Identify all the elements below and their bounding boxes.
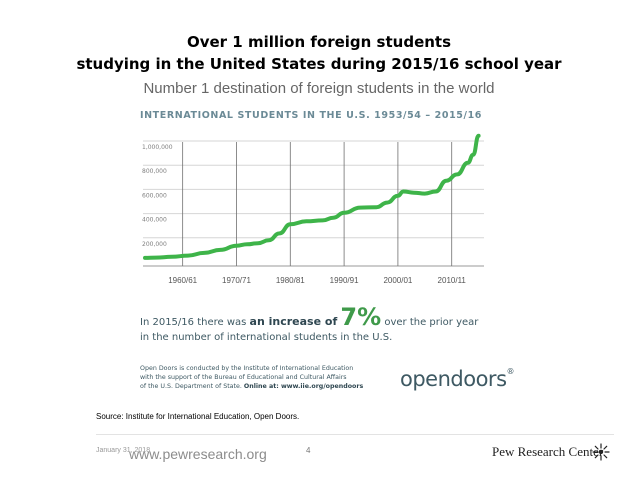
- headline-emphasis: an increase of: [249, 315, 338, 328]
- footer-website-link[interactable]: www.pewresearch.org: [129, 446, 267, 462]
- registered-mark: ®: [506, 367, 515, 376]
- note-line1: Open Doors is conducted by the Institute…: [140, 365, 354, 372]
- pew-brand-name: Pew Research Center: [492, 444, 604, 459]
- footer-date: January 31, 2018: [96, 447, 151, 454]
- note-line2: with the support of the Bureau of Educat…: [140, 374, 347, 381]
- headline-big-value: 7%: [340, 303, 382, 331]
- y-tick-labels: 200,000 400,000 600,000 800,000 1,000,000: [142, 144, 173, 248]
- opendoors-logo-text: opendoors: [400, 367, 507, 391]
- x-tick-label: 1990/91: [330, 276, 359, 285]
- x-tick-label: 1980/81: [276, 276, 305, 285]
- pew-sunburst-icon: [592, 443, 610, 461]
- infographic-note: Open Doors is conducted by the Institute…: [140, 364, 370, 391]
- infographic-headline: In 2015/16 there was an increase of 7% o…: [140, 305, 510, 345]
- slide-title-line2: studying in the United States during 201…: [76, 55, 562, 73]
- footer-divider: [96, 434, 614, 435]
- slide-subtitle: Number 1 destination of foreign students…: [143, 80, 495, 97]
- y-tick-label: 200,000: [142, 241, 167, 248]
- headline-part2: over the prior year: [384, 317, 479, 328]
- chart-title: INTERNATIONAL STUDENTS IN THE U.S. 1953/…: [140, 110, 483, 121]
- y-tick-label: 1,000,000: [142, 144, 173, 151]
- series-layer: [143, 133, 481, 260]
- source-note: Source: Institute for International Educ…: [96, 412, 300, 421]
- x-tick-label: 2010/11: [438, 276, 467, 285]
- headline-line2: in the number of international students …: [140, 332, 393, 343]
- x-tick-label: 1960/61: [168, 276, 197, 285]
- grid-lines: [143, 140, 484, 239]
- opendoors-logo: opendoors®: [400, 367, 514, 391]
- y-tick-label: 600,000: [142, 192, 167, 199]
- headline-part1: In 2015/16 there was: [140, 317, 247, 328]
- x-tick-label: 2000/01: [383, 276, 412, 285]
- note-line3a: of the U.S. Department of State.: [140, 383, 242, 390]
- note-line3b: Online at: www.iie.org/opendoors: [243, 383, 364, 390]
- slide-title-line1: Over 1 million foreign students: [186, 33, 452, 51]
- page-number: 4: [306, 446, 311, 455]
- x-tick-label: 1970/71: [222, 276, 251, 285]
- y-tick-label: 800,000: [142, 168, 167, 175]
- y-tick-label: 400,000: [142, 217, 167, 224]
- series-line: [143, 133, 481, 260]
